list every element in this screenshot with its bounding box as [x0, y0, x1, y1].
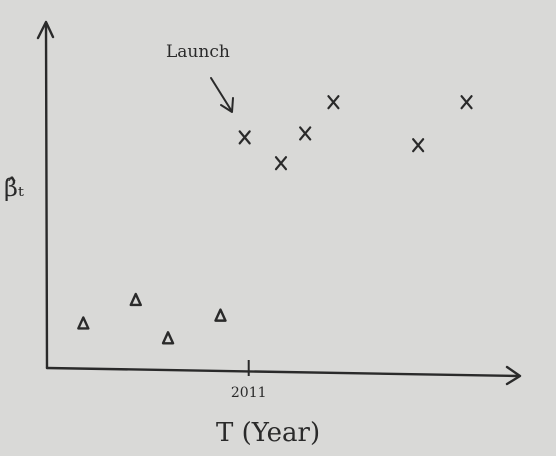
- x-tick-label-0: 2011: [231, 385, 267, 401]
- x-point-3: [327, 95, 340, 110]
- launch-annotation: Launch: [166, 42, 230, 62]
- triangle-point-3: [214, 308, 227, 322]
- x-point-2: [299, 126, 312, 141]
- triangle-point-0: [77, 316, 90, 330]
- x-point-1: [274, 156, 288, 171]
- y-axis-label: β̂ₜ: [4, 174, 24, 202]
- x-ticks: 2011: [231, 360, 267, 401]
- x-axis-arrow-icon: [505, 365, 522, 386]
- data-points: [77, 95, 473, 345]
- x-point-4: [412, 138, 425, 153]
- launch-arrow-icon: [210, 77, 232, 111]
- y-axis-arrow-icon: [36, 20, 55, 40]
- x-axis: [45, 366, 521, 378]
- x-point-5: [460, 95, 473, 110]
- launch-arrowhead-icon: [220, 97, 234, 113]
- x-point-0: [238, 130, 251, 145]
- triangle-point-2: [161, 331, 175, 345]
- x-axis-label: T (Year): [216, 418, 320, 448]
- triangle-point-1: [129, 292, 142, 307]
- y-axis: [44, 22, 49, 370]
